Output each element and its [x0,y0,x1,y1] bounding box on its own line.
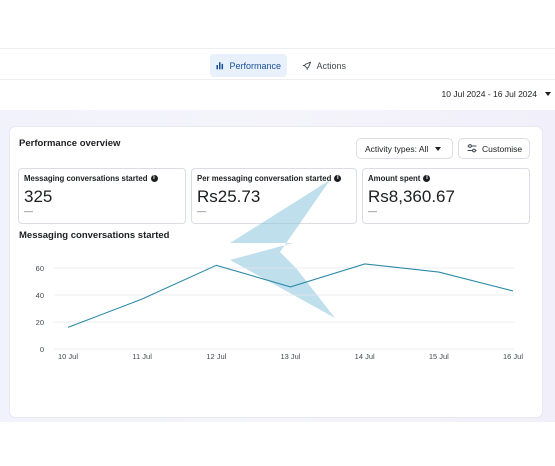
date-range-picker[interactable]: 10 Jul 2024 - 16 Jul 2024 [442,84,555,104]
tab-performance-label: Performance [229,60,281,71]
y-tick-label: 40 [36,291,44,300]
metric-delta: — [24,206,33,216]
data-point[interactable] [66,325,71,330]
x-tick-label: 14 Jul [355,352,375,361]
series-line [67,263,514,328]
metric-card-conversations[interactable]: Messaging conversations started i 325 — [18,168,186,224]
x-tick-label: 15 Jul [429,352,449,361]
bar-chart-icon [216,62,224,70]
info-icon[interactable]: i [150,175,158,182]
data-point[interactable] [511,288,516,293]
y-tick-label: 20 [36,318,44,327]
tab-actions[interactable]: Actions [296,54,352,77]
x-tick-label: 16 Jul [503,352,523,361]
info-icon[interactable]: i [334,175,342,182]
rocket-icon [302,60,312,70]
metric-label: Per messaging conversation started [197,174,332,183]
chevron-down-icon [545,92,551,96]
data-point[interactable] [288,284,293,289]
data-point[interactable] [436,270,441,275]
x-tick-label: 11 Jul [132,352,152,361]
date-range-label: 10 Jul 2024 - 16 Jul 2024 [441,89,537,99]
metric-label: Amount spent [368,174,421,183]
view-tabs: Performance Actions [0,54,555,78]
data-point[interactable] [140,297,145,302]
metric-card-amount-spent[interactable]: Amount spent i Rs8,360.67 — [362,168,530,224]
tab-actions-label: Actions [316,60,346,71]
overview-title: Performance overview [19,138,121,149]
activity-types-label: Activity types: All [365,143,429,154]
info-icon[interactable]: i [423,175,431,182]
customise-icon [467,144,477,153]
activity-types-dropdown[interactable]: Activity types: All [356,138,453,159]
chevron-down-icon [435,146,442,151]
x-tick-label: 12 Jul [206,352,226,361]
metric-value: Rs8,360.67 [368,187,455,206]
data-point[interactable] [362,261,367,266]
metric-label: Messaging conversations started [24,174,148,183]
metric-delta: — [368,206,377,216]
x-tick-label: 10 Jul [58,352,78,361]
watermark-logo [230,180,335,318]
metric-card-cost-per-conversation[interactable]: Per messaging conversation started i Rs2… [191,168,357,224]
y-tick-label: 60 [36,264,44,273]
data-point[interactable] [214,263,219,268]
top-divider [0,48,555,49]
chart-title: Messaging conversations started [19,230,170,241]
x-tick-label: 13 Jul [280,352,300,361]
customise-label: Customise [482,143,523,154]
customise-button[interactable]: Customise [458,138,530,159]
tab-performance[interactable]: Performance [210,54,287,77]
metric-delta: — [197,206,206,216]
y-tick-label: 0 [40,345,44,354]
tabs-divider [0,79,555,80]
metric-label-row: Messaging conversations started i [24,174,180,183]
metric-label-row: Amount spent i [368,174,524,183]
metric-label-row: Per messaging conversation started i [197,174,351,183]
metric-value: Rs25.73 [197,187,261,206]
metric-value: 325 [24,187,53,206]
